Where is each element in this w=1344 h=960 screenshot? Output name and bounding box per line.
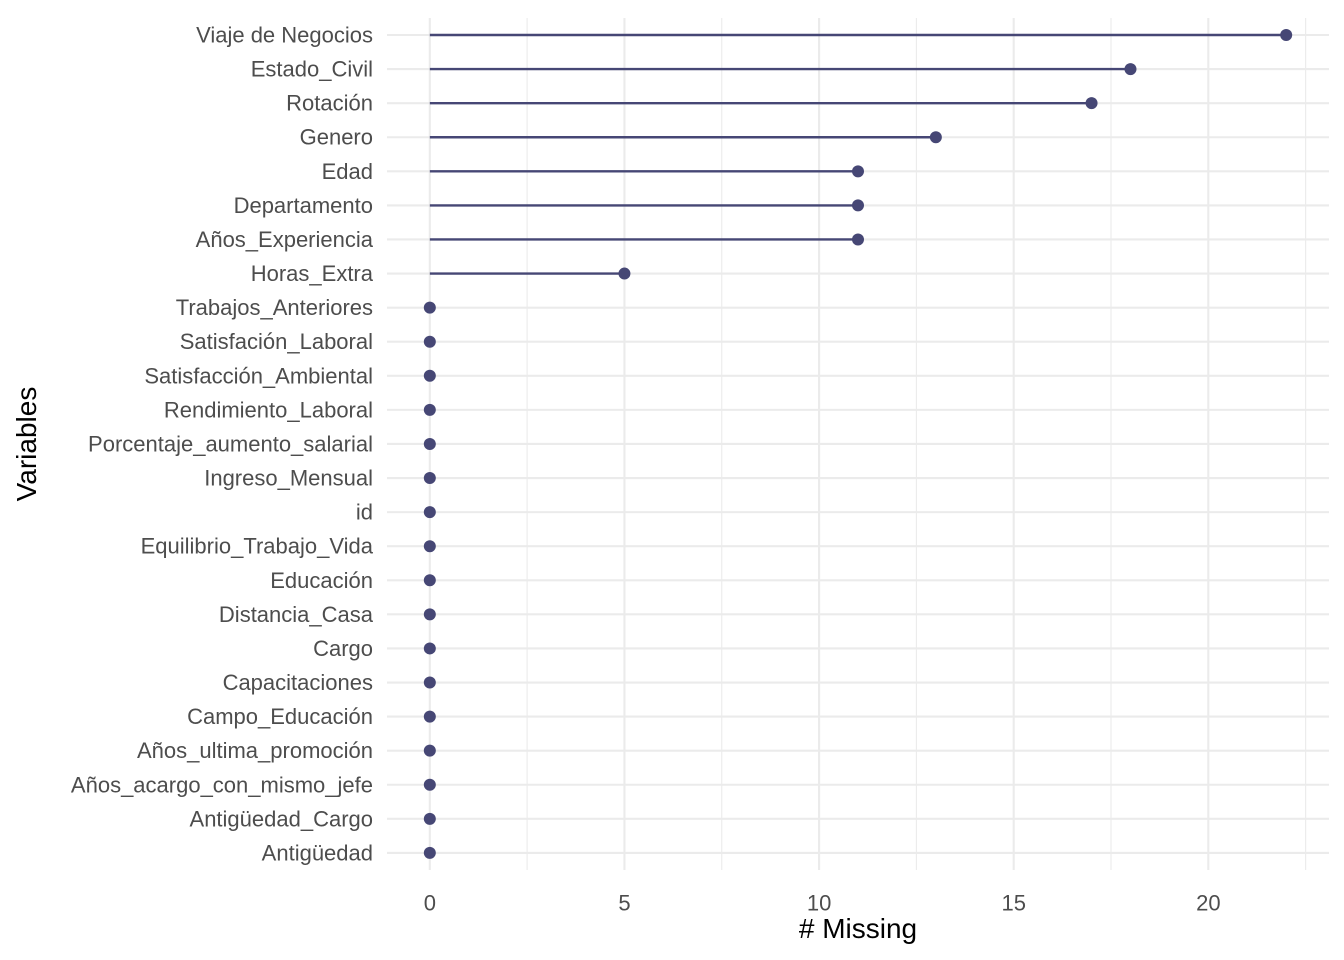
lollipop-point <box>423 506 436 519</box>
x-tick-labels: 0 5 10 15 20 <box>424 891 1221 916</box>
lollipop-point <box>423 472 436 485</box>
lollipop-point <box>423 710 436 723</box>
lollipop-point <box>423 301 436 314</box>
y-tick-label: Años_Experiencia <box>196 227 374 252</box>
y-tick-label: Edad <box>322 159 373 184</box>
lollipop-point <box>423 437 436 450</box>
y-tick-label: Horas_Extra <box>251 261 374 286</box>
lollipop-stems <box>429 33 1287 275</box>
lollipop-point <box>618 267 631 280</box>
y-tick-label: Viaje de Negocios <box>196 23 373 48</box>
y-tick-label: Cargo <box>313 636 373 661</box>
lollipop-point <box>423 744 436 757</box>
y-tick-label: Ingreso_Mensual <box>204 466 373 491</box>
lollipop-point <box>423 574 436 587</box>
y-tick-label: Antigüedad_Cargo <box>190 806 373 831</box>
y-tick-label: Campo_Educación <box>187 704 373 729</box>
lollipop-point <box>852 165 864 178</box>
lollipop-point <box>1085 97 1098 110</box>
x-tick-label: 20 <box>1196 891 1220 916</box>
y-tick-label: id <box>356 500 373 525</box>
x-tick-label: 5 <box>618 891 630 916</box>
y-tick-label: Educación <box>270 568 373 593</box>
x-tick-label: 15 <box>1001 891 1025 916</box>
y-tick-label: Capacitaciones <box>223 670 373 695</box>
lollipop-point <box>423 778 436 791</box>
lollipop-point <box>423 403 436 416</box>
lollipop-point <box>423 540 436 553</box>
lollipop-points <box>423 29 1293 859</box>
x-tick-label: 10 <box>807 891 831 916</box>
lollipop-point <box>852 233 864 246</box>
y-tick-label: Departamento <box>234 193 373 218</box>
lollipop-point <box>1124 63 1137 76</box>
lollipop-point <box>423 335 436 348</box>
lollipop-point <box>423 642 436 655</box>
x-tick-label: 0 <box>424 891 436 916</box>
lollipop-point <box>852 199 864 212</box>
y-tick-label: Satisfacción_Ambiental <box>144 363 373 388</box>
y-tick-label: Genero <box>300 125 373 150</box>
lollipop-point <box>423 676 436 689</box>
y-tick-label: Rendimiento_Laboral <box>164 397 373 422</box>
y-tick-label: Rotación <box>286 91 373 116</box>
lollipop-point <box>929 131 942 144</box>
lollipop-point <box>423 846 436 859</box>
lollipop-point <box>423 812 436 825</box>
y-tick-label: Porcentaje_aumento_salarial <box>88 431 373 456</box>
y-tick-label: Distancia_Casa <box>219 602 374 627</box>
y-tick-label: Trabajos_Anteriores <box>176 295 373 320</box>
y-tick-labels: Viaje de Negocios Estado_Civil Rotación Gen… <box>71 23 374 866</box>
lollipop-point <box>1280 29 1293 41</box>
lollipop-point <box>423 369 436 382</box>
x-axis-title: # Missing <box>799 913 917 944</box>
y-tick-label: Estado_Civil <box>251 57 373 82</box>
y-tick-label: Años_acargo_con_mismo_jefe <box>71 772 373 797</box>
y-axis-title: Variables <box>11 387 42 502</box>
y-tick-label: Antigüedad <box>262 840 373 865</box>
y-tick-label: Equilibrio_Trabajo_Vida <box>141 534 374 559</box>
lollipop-point <box>423 608 436 621</box>
y-tick-label: Años_ultima_promoción <box>137 738 373 763</box>
y-tick-label: Satisfación_Laboral <box>180 329 373 354</box>
